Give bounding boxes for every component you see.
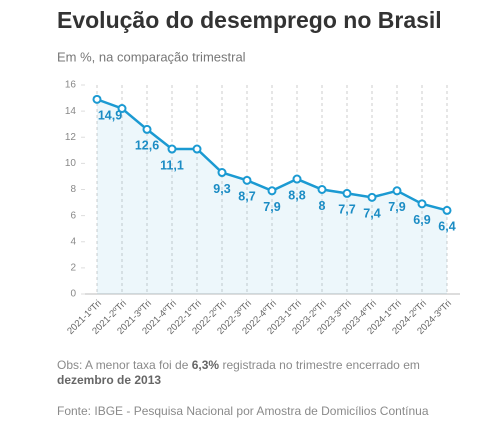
chart-title: Evolução do desemprego no Brasil (57, 7, 442, 33)
y-tick-label: 14 (65, 106, 77, 117)
note: Obs: A menor taxa foi de 6,3% registrada… (57, 358, 420, 372)
marker (92, 94, 102, 104)
note-text: dezembro de 2013 (57, 373, 161, 387)
data-label: 8 (319, 199, 326, 213)
note-text: Obs: A menor taxa foi de (57, 358, 192, 372)
data-label: 7,4 (363, 207, 380, 221)
area (97, 99, 447, 295)
marker (417, 199, 427, 209)
marker (342, 188, 352, 198)
y-tick-label: 10 (65, 158, 77, 169)
note: dezembro de 2013 (57, 373, 161, 387)
data-label: 7,9 (263, 200, 280, 214)
marker (442, 205, 452, 215)
chart-subtitle: Em %, na comparação trimestral (57, 49, 246, 64)
y-tick-label: 8 (70, 184, 76, 195)
data-label: 6,9 (413, 213, 430, 227)
marker (242, 175, 252, 185)
marker (142, 124, 152, 134)
data-label: 12,6 (135, 139, 159, 153)
y-tick-label: 2 (70, 263, 76, 274)
data-label: 8,8 (288, 188, 305, 202)
marker (392, 186, 402, 196)
marker (192, 144, 202, 154)
marker (117, 104, 127, 114)
marker (167, 144, 177, 154)
source: Fonte: IBGE - Pesquisa Nacional por Amos… (57, 404, 429, 418)
y-tick-label: 12 (65, 132, 77, 143)
data-label: 8,7 (238, 190, 255, 204)
marker (367, 192, 377, 202)
data-label: 11,1 (160, 158, 184, 172)
data-label: 14,9 (98, 109, 122, 123)
data-label: 6,4 (438, 220, 455, 234)
y-tick-label: 6 (70, 210, 76, 221)
marker (317, 185, 327, 194)
note-text: registrada no trimestre encerrado em (219, 358, 420, 372)
marker (217, 168, 227, 178)
marker (292, 174, 302, 184)
marker (267, 186, 277, 196)
data-label: 9,3 (213, 182, 230, 196)
y-tick-label: 4 (70, 236, 76, 247)
y-tick-label: 0 (70, 289, 76, 300)
y-tick-label: 16 (65, 80, 77, 91)
data-label: 7,9 (388, 200, 405, 214)
data-label: 7,7 (338, 203, 355, 217)
note-text: 6,3% (192, 358, 220, 372)
